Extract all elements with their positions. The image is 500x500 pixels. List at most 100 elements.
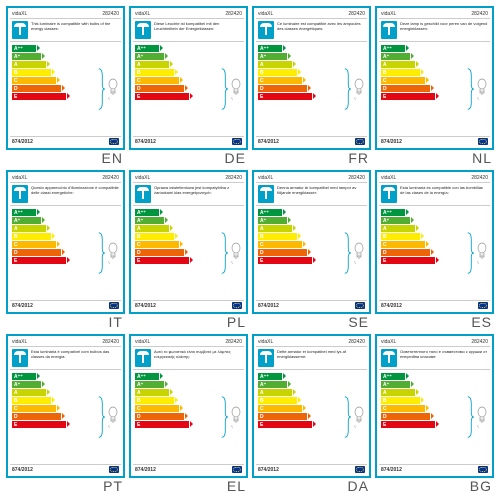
label-footer: 874/2012 bbox=[133, 300, 244, 310]
energy-bar: A⁺⁺ bbox=[381, 45, 464, 52]
regulation: 874/2012 bbox=[381, 303, 402, 309]
brace-icon bbox=[218, 45, 230, 133]
energy-class: B bbox=[258, 69, 297, 76]
brace-icon bbox=[341, 209, 353, 297]
label-header: vidaXL282420 bbox=[10, 10, 121, 19]
energy-bar: E bbox=[258, 421, 341, 428]
energy-class: D bbox=[258, 413, 307, 420]
energy-bar: A⁺ bbox=[135, 381, 218, 388]
energy-class: C bbox=[381, 405, 425, 412]
energy-class: C bbox=[381, 77, 425, 84]
eu-flag-icon bbox=[109, 302, 119, 309]
energy-bar: A bbox=[258, 225, 341, 232]
eu-flag-icon bbox=[232, 138, 242, 145]
energy-label: vidaXL282420Oprawa oświetleniowa jest ko… bbox=[129, 170, 248, 314]
energy-bar: A bbox=[135, 389, 218, 396]
energy-class: A bbox=[381, 61, 415, 68]
energy-bar: B bbox=[12, 397, 95, 404]
energy-class: A bbox=[381, 389, 415, 396]
energy-bar: C bbox=[12, 77, 95, 84]
brand: vidaXL bbox=[135, 339, 150, 345]
energy-bars: A⁺⁺A⁺ABCDE bbox=[135, 209, 218, 297]
model: 282420 bbox=[102, 339, 119, 345]
energy-bar: A⁺⁺ bbox=[258, 45, 341, 52]
language-code: PL bbox=[129, 314, 248, 330]
lamp-icon bbox=[258, 185, 274, 203]
energy-label: vidaXL282420Deze lamp is geschikt voor p… bbox=[375, 6, 494, 150]
energy-class: B bbox=[381, 397, 420, 404]
regulation: 874/2012 bbox=[135, 139, 156, 145]
energy-bars: A⁺⁺A⁺ABCDE bbox=[381, 209, 464, 297]
brand: vidaXL bbox=[381, 339, 396, 345]
label-top: Осветителното тяло е съвместимо с крушки… bbox=[379, 347, 490, 370]
energy-class: A⁺⁺ bbox=[135, 209, 159, 216]
brand: vidaXL bbox=[12, 11, 27, 17]
energy-bar: B bbox=[12, 233, 95, 240]
bulb-icon bbox=[230, 209, 242, 297]
energy-class: B bbox=[135, 233, 174, 240]
energy-class: A⁺⁺ bbox=[135, 45, 159, 52]
label-body: A⁺⁺A⁺ABCDE bbox=[256, 42, 367, 136]
description: This luminaire is compatible with bulbs … bbox=[28, 21, 119, 39]
energy-class: A⁺ bbox=[12, 217, 41, 224]
energy-bar: A bbox=[381, 225, 464, 232]
eu-flag-icon bbox=[355, 466, 365, 473]
energy-class: A⁺⁺ bbox=[12, 373, 36, 380]
label-top: Questo apparecchio d'illuminazione è com… bbox=[10, 183, 121, 206]
regulation: 874/2012 bbox=[381, 139, 402, 145]
energy-bar: A⁺ bbox=[258, 53, 341, 60]
energy-bar: A bbox=[12, 389, 95, 396]
model: 282420 bbox=[471, 11, 488, 17]
energy-bar: B bbox=[135, 397, 218, 404]
lamp-icon bbox=[381, 349, 397, 367]
energy-class: A bbox=[12, 389, 46, 396]
brand: vidaXL bbox=[12, 339, 27, 345]
regulation: 874/2012 bbox=[381, 467, 402, 473]
brace-icon bbox=[95, 209, 107, 297]
lamp-icon bbox=[381, 21, 397, 39]
label-body: A⁺⁺A⁺ABCDE bbox=[379, 42, 490, 136]
lamp-icon bbox=[135, 185, 151, 203]
energy-bar: B bbox=[381, 397, 464, 404]
eu-flag-icon bbox=[355, 138, 365, 145]
energy-class: C bbox=[135, 77, 179, 84]
energy-class: A⁺⁺ bbox=[258, 373, 282, 380]
description: Deze lamp is geschikt voor peren van de … bbox=[397, 21, 488, 39]
energy-class: A⁺ bbox=[381, 381, 410, 388]
energy-class: A⁺ bbox=[381, 217, 410, 224]
label-cell: vidaXL282420Esta luminária é compatível … bbox=[6, 334, 125, 494]
energy-class: A bbox=[12, 225, 46, 232]
label-cell: vidaXL282420Deze lamp is geschikt voor p… bbox=[375, 6, 494, 166]
energy-bar: D bbox=[135, 413, 218, 420]
energy-class: D bbox=[135, 413, 184, 420]
energy-bar: B bbox=[258, 233, 341, 240]
energy-bar: E bbox=[381, 421, 464, 428]
brace-icon bbox=[218, 209, 230, 297]
energy-class: B bbox=[12, 397, 51, 404]
bulb-icon bbox=[476, 45, 488, 133]
label-cell: vidaXL282420Oprawa oświetleniowa jest ko… bbox=[129, 170, 248, 330]
label-top: This luminaire is compatible with bulbs … bbox=[10, 19, 121, 42]
description: Αυτό το φωτιστικό είναι συμβατό με λάμπε… bbox=[151, 349, 242, 367]
energy-bar: E bbox=[135, 257, 218, 264]
energy-bars: A⁺⁺A⁺ABCDE bbox=[135, 45, 218, 133]
energy-class: A bbox=[258, 61, 292, 68]
energy-class: A bbox=[381, 225, 415, 232]
model: 282420 bbox=[348, 11, 365, 17]
label-footer: 874/2012 bbox=[379, 136, 490, 146]
energy-class: E bbox=[381, 421, 435, 428]
energy-class: D bbox=[381, 85, 430, 92]
energy-class: A⁺⁺ bbox=[381, 209, 405, 216]
energy-bar: D bbox=[381, 85, 464, 92]
energy-label: vidaXL282420 This luminaire is compatible… bbox=[6, 6, 125, 150]
label-cell: vidaXL282420Αυτό το φωτιστικό είναι συμβ… bbox=[129, 334, 248, 494]
energy-class: A⁺⁺ bbox=[12, 45, 36, 52]
language-code: DE bbox=[129, 150, 248, 166]
energy-class: A⁺⁺ bbox=[12, 209, 36, 216]
energy-class: E bbox=[258, 421, 312, 428]
energy-class: C bbox=[258, 241, 302, 248]
brace-icon bbox=[218, 373, 230, 461]
description: Denna armatur är kompatibel med lampor a… bbox=[274, 185, 365, 203]
description: Questo apparecchio d'illuminazione è com… bbox=[28, 185, 119, 203]
eu-flag-icon bbox=[478, 466, 488, 473]
